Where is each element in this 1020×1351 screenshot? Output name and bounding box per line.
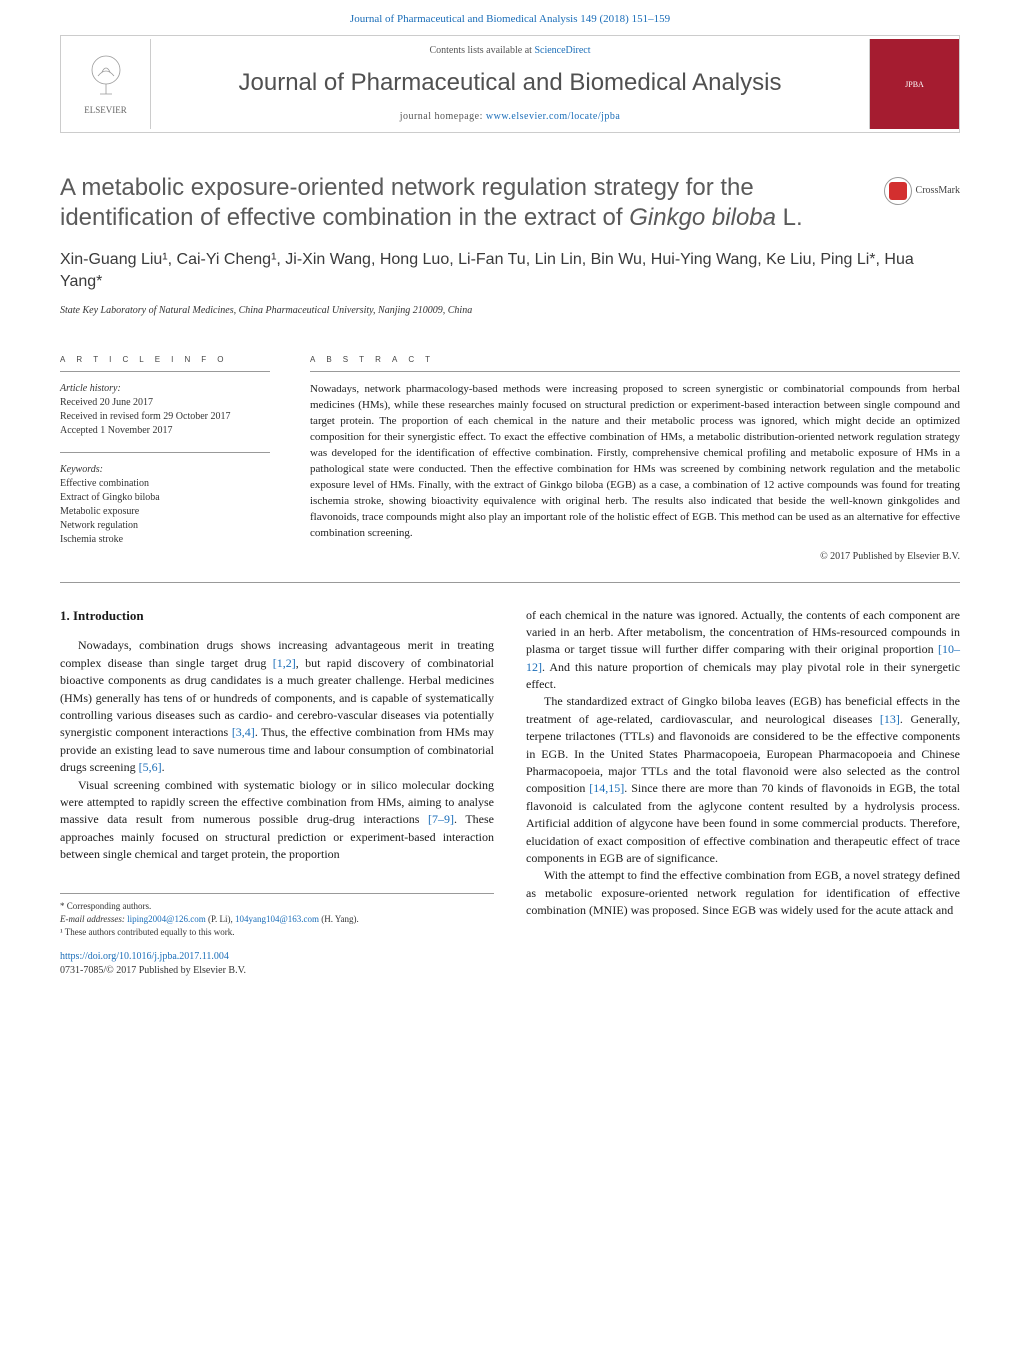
intro-heading: 1. Introduction <box>60 607 494 626</box>
author-list: Xin-Guang Liu¹, Cai-Yi Cheng¹, Ji-Xin Wa… <box>60 249 960 294</box>
column-left: 1. Introduction Nowadays, combination dr… <box>60 607 494 939</box>
body-paragraph: of each chemical in the nature was ignor… <box>526 607 960 694</box>
body-columns: 1. Introduction Nowadays, combination dr… <box>60 607 960 939</box>
issue-citation: Journal of Pharmaceutical and Biomedical… <box>0 0 1020 35</box>
article-info-label: a r t i c l e i n f o <box>60 338 270 372</box>
elsevier-tree-icon <box>84 52 128 102</box>
affiliation: State Key Laboratory of Natural Medicine… <box>60 304 960 318</box>
ref-link[interactable]: [14,15] <box>589 781 624 795</box>
section-divider <box>60 582 960 583</box>
ref-link[interactable]: [13] <box>880 712 900 726</box>
body-paragraph: With the attempt to find the effective c… <box>526 867 960 919</box>
publisher-logo-text: ELSEVIER <box>84 104 127 117</box>
keyword: Extract of Gingko biloba <box>60 491 270 505</box>
email-line: E-mail addresses: liping2004@126.com (P.… <box>60 913 494 926</box>
article-title: A metabolic exposure-oriented network re… <box>60 173 960 233</box>
crossmark-icon <box>884 177 912 205</box>
article-history: Article history: Received 20 June 2017 R… <box>60 382 270 438</box>
contents-line: Contents lists available at ScienceDirec… <box>151 44 869 58</box>
doi-block: https://doi.org/10.1016/j.jpba.2017.11.0… <box>60 950 960 978</box>
journal-cover-thumb: JPBA <box>869 39 959 129</box>
body-paragraph: Visual screening combined with systemati… <box>60 777 494 864</box>
keyword: Ischemia stroke <box>60 533 270 547</box>
corresponding-note: * Corresponding authors. <box>60 900 494 913</box>
divider <box>60 452 270 453</box>
journal-homepage-link[interactable]: www.elsevier.com/locate/jpba <box>486 111 620 122</box>
crossmark-widget[interactable]: CrossMark <box>884 177 960 205</box>
journal-name: Journal of Pharmaceutical and Biomedical… <box>151 66 869 100</box>
keyword: Effective combination <box>60 477 270 491</box>
journal-homepage-line: journal homepage: www.elsevier.com/locat… <box>151 110 869 124</box>
body-paragraph: Nowadays, combination drugs shows increa… <box>60 637 494 776</box>
sciencedirect-link[interactable]: ScienceDirect <box>534 45 590 56</box>
publisher-logo: ELSEVIER <box>61 39 151 129</box>
footnotes: * Corresponding authors. E-mail addresse… <box>60 893 494 938</box>
keyword: Metabolic exposure <box>60 505 270 519</box>
journal-banner: ELSEVIER Contents lists available at Sci… <box>60 35 960 133</box>
abstract-label: a b s t r a c t <box>310 338 960 372</box>
keywords-block: Keywords: Effective combination Extract … <box>60 463 270 547</box>
ref-link[interactable]: [5,6] <box>139 760 162 774</box>
copyright-line: © 2017 Published by Elsevier B.V. <box>310 550 960 564</box>
column-right: of each chemical in the nature was ignor… <box>526 607 960 939</box>
doi-link[interactable]: https://doi.org/10.1016/j.jpba.2017.11.0… <box>60 951 229 962</box>
keyword: Network regulation <box>60 519 270 533</box>
email-link[interactable]: liping2004@126.com <box>127 914 206 924</box>
ref-link[interactable]: [3,4] <box>232 725 255 739</box>
equal-contrib-note: ¹ These authors contributed equally to t… <box>60 926 494 939</box>
abstract-text: Nowadays, network pharmacology-based met… <box>310 382 960 541</box>
ref-link[interactable]: [1,2] <box>273 656 296 670</box>
body-paragraph: The standardized extract of Gingko bilob… <box>526 693 960 867</box>
email-link[interactable]: 104yang104@163.com <box>235 914 319 924</box>
ref-link[interactable]: [7–9] <box>428 812 454 826</box>
